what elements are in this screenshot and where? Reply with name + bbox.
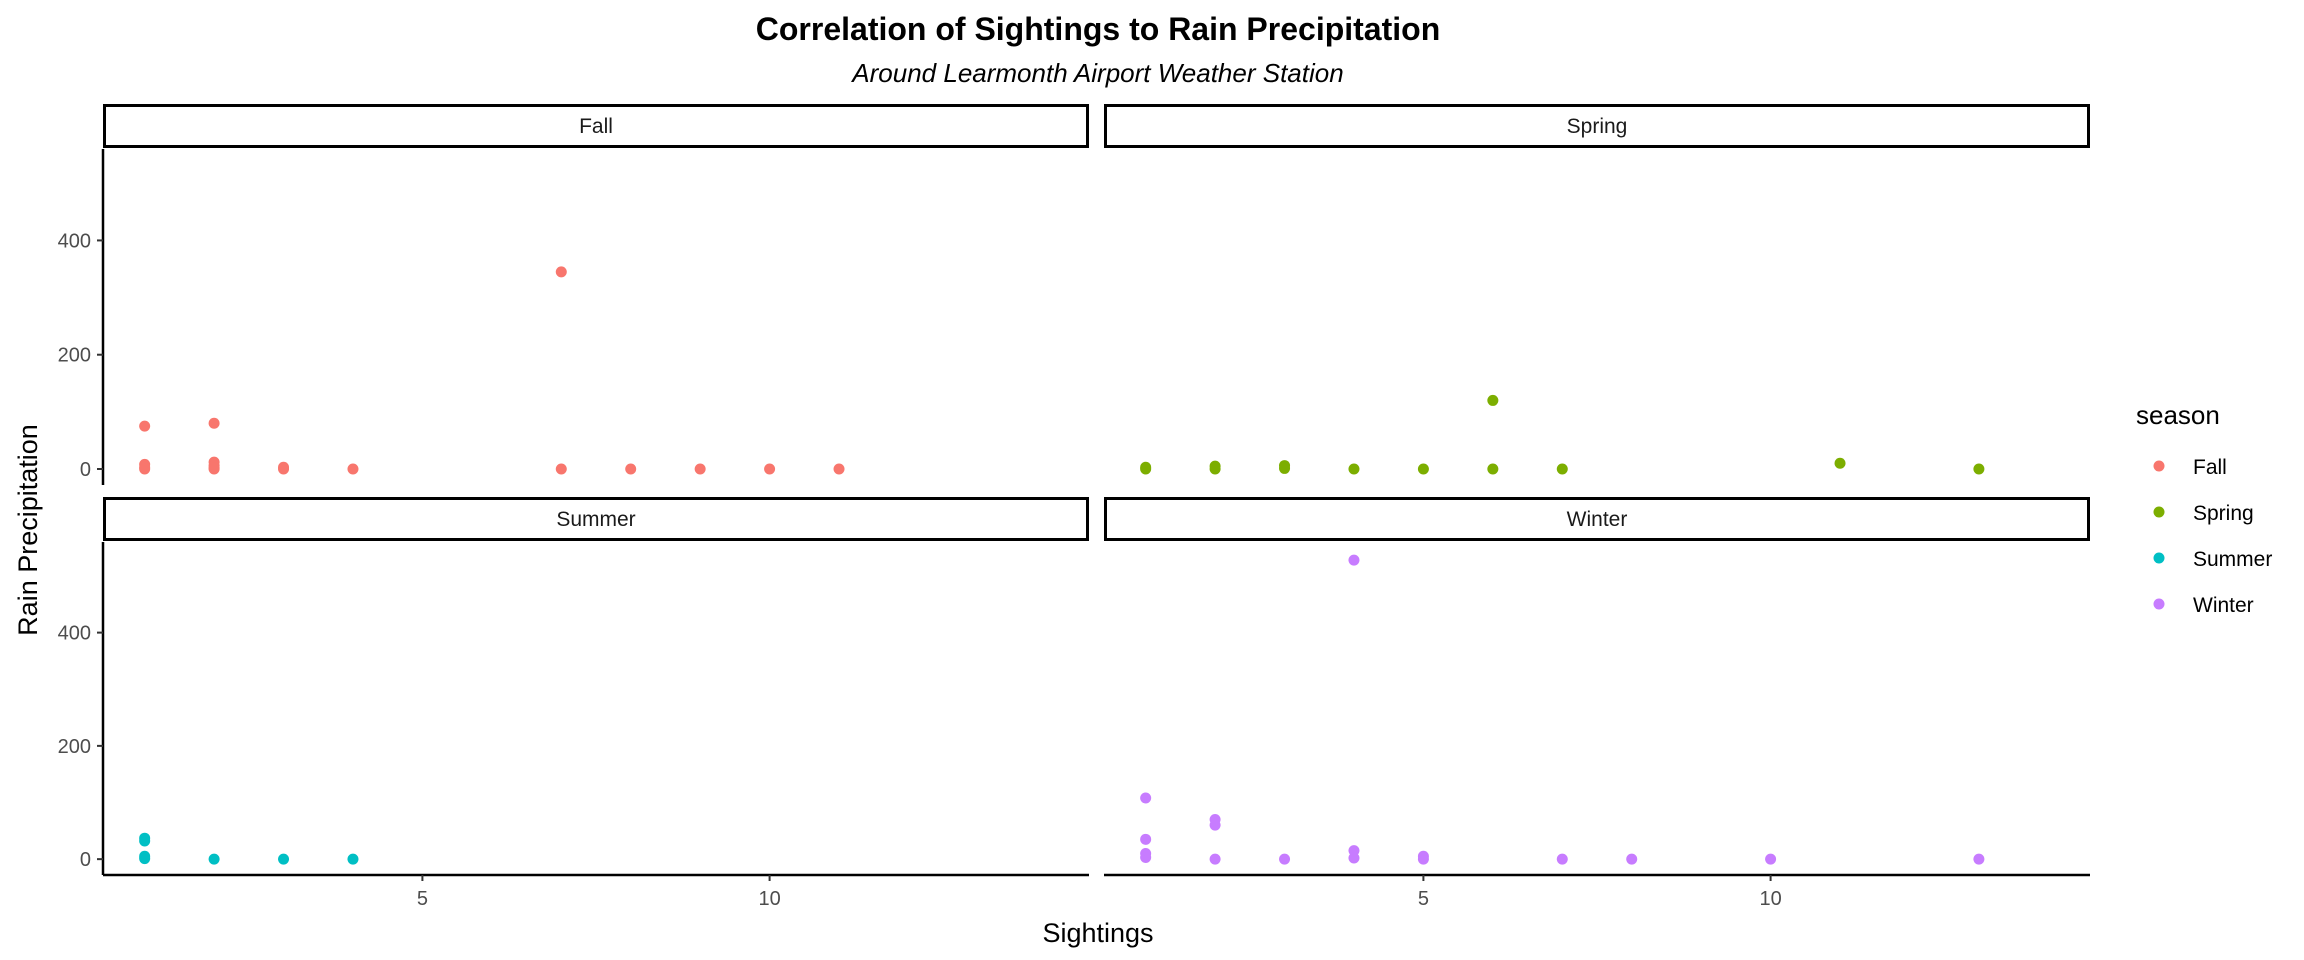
facet-strip-fall: [103, 104, 1089, 148]
data-point-spring: [1487, 394, 1499, 406]
data-point-summer: [208, 853, 220, 865]
data-point-fall: [278, 463, 290, 475]
legend-label: Spring: [2193, 502, 2254, 525]
chart-title: Correlation of Sightings to Rain Precipi…: [756, 11, 1440, 47]
y-tick-label: 400: [58, 623, 91, 645]
data-point-spring: [1487, 463, 1499, 475]
data-point-winter: [1765, 853, 1777, 865]
data-point-summer: [139, 835, 151, 847]
data-point-winter: [1209, 853, 1221, 865]
legend: season Fall Spring Summer Winter: [2136, 400, 2272, 617]
legend-item-spring: Spring: [2153, 502, 2254, 525]
facet-strip-label: Spring: [1567, 115, 1628, 138]
x-tick-label: 10: [758, 888, 780, 910]
data-point-summer: [139, 853, 151, 865]
facet-panel-fall: Fall 0 200 400: [58, 104, 1089, 485]
y-tick-label: 0: [80, 459, 91, 481]
y-tick-label: 200: [58, 345, 91, 367]
data-point-spring: [1834, 457, 1846, 469]
data-point-spring: [1140, 463, 1152, 475]
facet-strip-winter: [1104, 497, 2090, 541]
data-point-spring: [1556, 463, 1568, 475]
legend-key: [2153, 598, 2165, 610]
data-point-winter: [1140, 851, 1152, 863]
facet-strip-label: Winter: [1567, 508, 1628, 531]
data-point-fall: [555, 266, 567, 278]
y-axis-title: Rain Precipitation: [13, 424, 43, 636]
facet-strip-spring: [1104, 104, 2090, 148]
legend-key: [2153, 460, 2165, 472]
legend-label: Winter: [2193, 594, 2254, 617]
data-point-fall: [208, 463, 220, 475]
data-point-fall: [625, 463, 637, 475]
data-point-summer: [347, 853, 359, 865]
legend-item-fall: Fall: [2153, 456, 2227, 479]
data-point-fall: [833, 463, 845, 475]
facet-panel-summer: Summer 0 200 400 5 10: [58, 497, 1089, 910]
legend-label: Summer: [2193, 548, 2272, 571]
facet-panel-spring: Spring: [1104, 104, 2090, 475]
x-tick-label: 10: [1759, 888, 1781, 910]
legend-items: Fall Spring Summer Winter: [2153, 456, 2272, 617]
x-tick-label: 5: [1418, 888, 1429, 910]
facet-strip-label: Summer: [556, 508, 635, 531]
y-tick-label: 0: [80, 849, 91, 871]
data-point-spring: [1209, 463, 1221, 475]
data-point-spring: [1973, 463, 1985, 475]
data-point-winter: [1556, 853, 1568, 865]
data-point-winter: [1279, 853, 1291, 865]
legend-key: [2153, 506, 2165, 518]
facet-panel-winter: Winter 5 10: [1104, 497, 2090, 910]
data-point-fall: [347, 463, 359, 475]
data-point-fall: [139, 463, 151, 475]
x-axis-title: Sightings: [1042, 918, 1153, 948]
y-tick-label: 400: [58, 230, 91, 252]
data-point-summer: [278, 853, 290, 865]
data-point-fall: [208, 417, 220, 429]
data-point-fall: [139, 420, 151, 432]
data-point-winter: [1626, 853, 1638, 865]
legend-label: Fall: [2193, 456, 2227, 479]
legend-title: season: [2136, 400, 2220, 430]
data-point-winter: [1140, 792, 1152, 804]
legend-item-summer: Summer: [2153, 548, 2272, 571]
y-tick-label: 200: [58, 736, 91, 758]
data-point-spring: [1279, 462, 1291, 474]
data-point-winter: [1417, 853, 1429, 865]
data-point-winter: [1348, 852, 1360, 864]
data-point-winter: [1140, 833, 1152, 845]
data-point-winter: [1973, 853, 1985, 865]
data-point-winter: [1209, 819, 1221, 831]
facet-panels: Fall 0 200 400 Spring Summer 0 200 400 5 10 Winter 5…: [58, 104, 2090, 910]
data-point-spring: [1417, 463, 1429, 475]
data-point-fall: [764, 463, 776, 475]
legend-item-winter: Winter: [2153, 594, 2254, 617]
chart-subtitle: Around Learmonth Airport Weather Station: [850, 58, 1343, 88]
facet-strip-label: Fall: [579, 115, 613, 138]
facet-strip-summer: [103, 497, 1089, 541]
data-point-winter: [1348, 554, 1360, 566]
data-point-spring: [1348, 463, 1360, 475]
data-point-fall: [555, 463, 567, 475]
data-point-fall: [694, 463, 706, 475]
legend-key: [2153, 552, 2165, 564]
x-tick-label: 5: [417, 888, 428, 910]
